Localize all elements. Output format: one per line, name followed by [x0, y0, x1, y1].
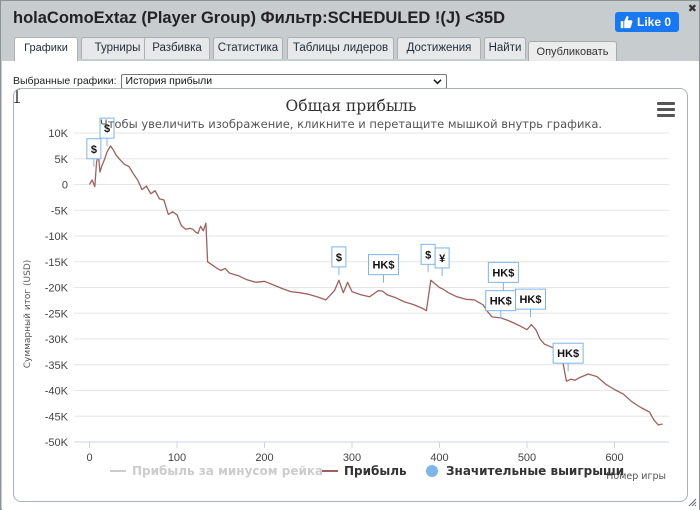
profit-line[interactable] — [88, 145, 663, 426]
chart-selector-label: Выбранные графики: — [13, 75, 117, 87]
x-axis-title: Номер игры — [606, 471, 666, 482]
tab-breakdown[interactable]: Разбивка — [144, 37, 210, 59]
y-tick-label: -5K — [51, 205, 69, 217]
tab-achievements[interactable]: Достижения — [397, 37, 481, 59]
chart-select-value: История прибыли — [125, 74, 213, 87]
big-win-flag[interactable]: HK$ — [368, 254, 399, 283]
big-win-flag[interactable]: HK$ — [485, 290, 517, 319]
x-tick-label: 400 — [430, 452, 448, 464]
resize-grip-icon[interactable] — [688, 498, 697, 507]
y-tick-label: -50K — [45, 437, 69, 449]
flag-box — [434, 247, 450, 269]
y-tick-label: -35K — [45, 360, 69, 372]
y-tick-label: -25K — [45, 308, 69, 320]
y-tick-label: -10K — [45, 231, 69, 243]
chart-menu-icon[interactable] — [657, 102, 675, 118]
y-tick-label: -45K — [45, 411, 69, 423]
tab-find[interactable]: Найти — [484, 37, 526, 59]
flag-box — [331, 246, 347, 268]
big-win-flag[interactable]: $ — [99, 117, 115, 147]
legend-profit[interactable]: Прибыль — [322, 464, 407, 478]
y-tick-label: -30K — [45, 334, 69, 346]
flag-box — [552, 342, 584, 364]
flag-label: HK$ — [490, 296, 512, 308]
window-title: holaComoExtaz (Player Group) Фильтр:SCHE… — [13, 9, 506, 27]
y-tick-label: 5K — [55, 154, 69, 166]
big-win-flag[interactable]: $ — [420, 243, 436, 273]
flag-box — [487, 261, 519, 283]
y-tick-label: 10K — [48, 128, 68, 140]
tab-graphs[interactable]: Графики — [14, 37, 78, 61]
flag-label: HK$ — [492, 267, 514, 279]
flag-label: ¥ — [439, 253, 446, 265]
tab-statistics[interactable]: Статистика — [213, 37, 283, 59]
big-win-flag[interactable]: $ — [86, 138, 102, 167]
y-axis-title: Суммарный итог (USD) — [23, 260, 33, 369]
legend-label: Прибыль — [344, 464, 407, 478]
big-win-flag[interactable]: HK$ — [552, 342, 584, 372]
legend-big-wins[interactable]: Значительные выигрыши — [426, 464, 624, 478]
big-win-flag[interactable]: ¥ — [434, 247, 450, 276]
chart-canvas[interactable]: 10K 5K 0 -5K -10K -15K -20K -25K -30K -35K -40K -45… — [14, 89, 688, 502]
legend-net-rake[interactable]: Прибыль за минусом рейка — [110, 464, 323, 478]
thumbs-up-icon — [620, 15, 633, 29]
text-cursor-icon — [14, 89, 20, 103]
flag-label: $ — [425, 249, 431, 261]
big-win-flag[interactable]: HK$ — [487, 261, 519, 291]
publish-button[interactable]: Опубликовать — [528, 41, 617, 63]
close-icon[interactable]: ✖ — [687, 2, 697, 15]
chart-title: Общая прибыль — [286, 97, 417, 115]
flag-box — [99, 117, 115, 139]
chart-subtitle: Чтобы увеличить изображение, кликните и … — [100, 117, 602, 131]
tab-tournaments[interactable]: Турниры — [81, 37, 154, 59]
flag-label: HK$ — [557, 348, 579, 360]
title-bar: holaComoExtaz (Player Group) Фильтр:SCHE… — [1, 1, 700, 39]
chart-selector-row: Выбранные графики: История прибыли — [13, 73, 447, 89]
y-tick-label: -40K — [45, 386, 69, 398]
facebook-like-button[interactable]: Like 0 — [615, 12, 679, 32]
flag-box — [368, 254, 399, 276]
flag-label: $ — [336, 252, 342, 264]
x-tick-label: 300 — [343, 452, 361, 464]
tab-leaderboards[interactable]: Таблицы лидеров — [287, 37, 394, 59]
graphs-panel: Выбранные графики: История прибыли 10K 5K… — [2, 61, 699, 510]
y-tick-label: -15K — [45, 257, 69, 269]
flag-label: $ — [104, 123, 110, 135]
legend-symbol — [426, 465, 438, 477]
y-tick-label: -20K — [45, 283, 69, 295]
big-win-flag[interactable]: HK$ — [515, 288, 546, 318]
like-label: Like 0 — [637, 15, 672, 29]
x-tick-label: 600 — [605, 452, 623, 464]
x-tick-label: 100 — [168, 452, 186, 464]
chevron-down-icon — [432, 78, 442, 84]
big-win-flag[interactable]: $ — [331, 246, 347, 275]
flag-label: HK$ — [519, 294, 541, 306]
flag-label: HK$ — [372, 260, 394, 272]
x-tick-label: 0 — [86, 452, 92, 464]
x-tick-label: 200 — [255, 452, 273, 464]
profit-chart[interactable]: 10K 5K 0 -5K -10K -15K -20K -25K -30K -35K -40K -45… — [13, 88, 688, 502]
flag-label: $ — [91, 144, 97, 156]
legend-label: Значительные выигрыши — [446, 464, 624, 478]
legend-label: Прибыль за минусом рейка — [132, 464, 323, 478]
flag-box — [86, 138, 102, 160]
chart-select[interactable]: История прибыли — [120, 73, 447, 89]
flag-box — [515, 288, 546, 310]
y-tick-label: 0 — [62, 180, 68, 192]
x-tick-label: 500 — [518, 452, 536, 464]
